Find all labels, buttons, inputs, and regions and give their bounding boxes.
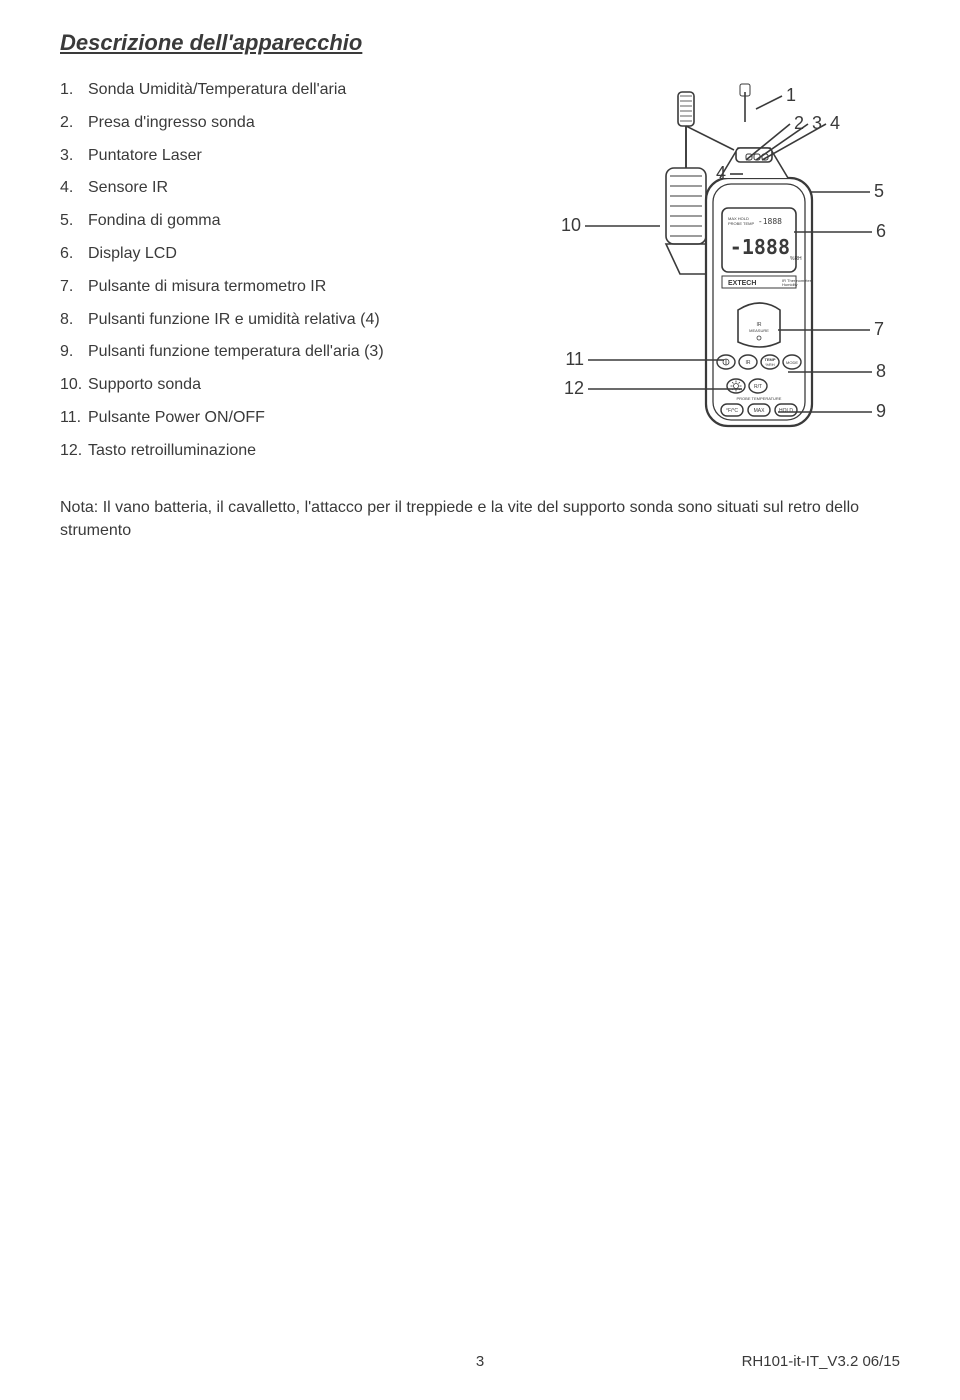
section-title: Descrizione dell'apparecchio bbox=[60, 30, 900, 56]
list-item-label: Fondina di gomma bbox=[88, 205, 221, 238]
svg-text:10: 10 bbox=[561, 215, 581, 235]
svg-text:PROBE TEMPERATURE: PROBE TEMPERATURE bbox=[737, 396, 782, 401]
svg-text:MAX: MAX bbox=[754, 408, 766, 414]
list-item: 3.Puntatore Laser bbox=[60, 140, 490, 173]
list-item-number: 7. bbox=[60, 271, 88, 304]
list-item-number: 5. bbox=[60, 205, 88, 238]
list-item-label: Puntatore Laser bbox=[88, 140, 202, 173]
list-item: 8.Pulsanti funzione IR e umidità relativ… bbox=[60, 304, 490, 337]
svg-text:%RH: %RH bbox=[790, 256, 802, 262]
list-item-number: 3. bbox=[60, 140, 88, 173]
svg-text:9: 9 bbox=[876, 401, 886, 421]
list-item-number: 2. bbox=[60, 107, 88, 140]
list-item-label: Presa d'ingresso sonda bbox=[88, 107, 255, 140]
numbered-list: 1.Sonda Umidità/Temperatura dell'aria2.P… bbox=[60, 74, 490, 468]
svg-text:EXTECH: EXTECH bbox=[728, 280, 756, 287]
list-item-label: Sonda Umidità/Temperatura dell'aria bbox=[88, 74, 346, 107]
page-number: 3 bbox=[476, 1353, 484, 1370]
list-item-number: 1. bbox=[60, 74, 88, 107]
list-item: 6.Display LCD bbox=[60, 238, 490, 271]
svg-text:-1888: -1888 bbox=[758, 217, 782, 226]
list-item-label: Sensore IR bbox=[88, 172, 168, 205]
svg-text:12: 12 bbox=[564, 378, 584, 398]
note-text: Nota: Il vano batteria, il cavalletto, l… bbox=[60, 496, 870, 542]
svg-text:Humidity: Humidity bbox=[782, 282, 798, 287]
svg-text:5: 5 bbox=[874, 181, 884, 201]
svg-text:1: 1 bbox=[786, 85, 796, 105]
svg-text:6: 6 bbox=[876, 221, 886, 241]
svg-text:8: 8 bbox=[876, 361, 886, 381]
svg-text:3: 3 bbox=[812, 113, 822, 133]
list-item-label: Tasto retroilluminazione bbox=[88, 435, 256, 468]
list-item-label: Supporto sonda bbox=[88, 369, 201, 402]
list-item-number: 12. bbox=[60, 435, 88, 468]
svg-text:4: 4 bbox=[716, 163, 726, 183]
list-item: 2.Presa d'ingresso sonda bbox=[60, 107, 490, 140]
list-item: 4.Sensore IR bbox=[60, 172, 490, 205]
list-item: 7.Pulsante di misura termometro IR bbox=[60, 271, 490, 304]
svg-text:IR: IR bbox=[746, 360, 751, 366]
list-item: 5.Fondina di gomma bbox=[60, 205, 490, 238]
doc-version: RH101-it-IT_V3.2 06/15 bbox=[742, 1353, 900, 1370]
list-item-number: 4. bbox=[60, 172, 88, 205]
svg-text:%RH: %RH bbox=[765, 362, 774, 367]
svg-text:°F/°C: °F/°C bbox=[726, 408, 738, 414]
list-item-label: Display LCD bbox=[88, 238, 177, 271]
list-item-number: 8. bbox=[60, 304, 88, 337]
list-item-number: 11. bbox=[60, 402, 88, 435]
svg-text:4: 4 bbox=[830, 113, 840, 133]
list-item-number: 9. bbox=[60, 336, 88, 369]
list-item-label: Pulsante di misura termometro IR bbox=[88, 271, 326, 304]
list-item: 10.Supporto sonda bbox=[60, 369, 490, 402]
svg-text:-1888: -1888 bbox=[730, 235, 790, 259]
list-item-label: Pulsanti funzione temperatura dell'aria … bbox=[88, 336, 384, 369]
svg-text:7: 7 bbox=[874, 319, 884, 339]
svg-text:MODE: MODE bbox=[786, 360, 798, 365]
svg-text:11: 11 bbox=[565, 349, 584, 369]
svg-text:MEASURE: MEASURE bbox=[749, 328, 769, 333]
svg-text:R/T: R/T bbox=[754, 384, 762, 390]
list-item: 12.Tasto retroilluminazione bbox=[60, 435, 490, 468]
device-diagram: -1888-1888MAX HOLDPROBE TEMP%RHEXTECHIR … bbox=[510, 74, 890, 474]
list-item-label: Pulsanti funzione IR e umidità relativa … bbox=[88, 304, 380, 337]
list-item: 9.Pulsanti funzione temperatura dell'ari… bbox=[60, 336, 490, 369]
list-item: 1.Sonda Umidità/Temperatura dell'aria bbox=[60, 74, 490, 107]
content-row: 1.Sonda Umidità/Temperatura dell'aria2.P… bbox=[60, 74, 900, 474]
list-item-number: 6. bbox=[60, 238, 88, 271]
page-footer: 3 RH101-it-IT_V3.2 06/15 bbox=[60, 1353, 900, 1370]
list-item-number: 10. bbox=[60, 369, 88, 402]
svg-text:PROBE TEMP: PROBE TEMP bbox=[728, 221, 754, 226]
svg-text:HOLD: HOLD bbox=[779, 408, 793, 414]
list-item: 11.Pulsante Power ON/OFF bbox=[60, 402, 490, 435]
list-item-label: Pulsante Power ON/OFF bbox=[88, 402, 265, 435]
